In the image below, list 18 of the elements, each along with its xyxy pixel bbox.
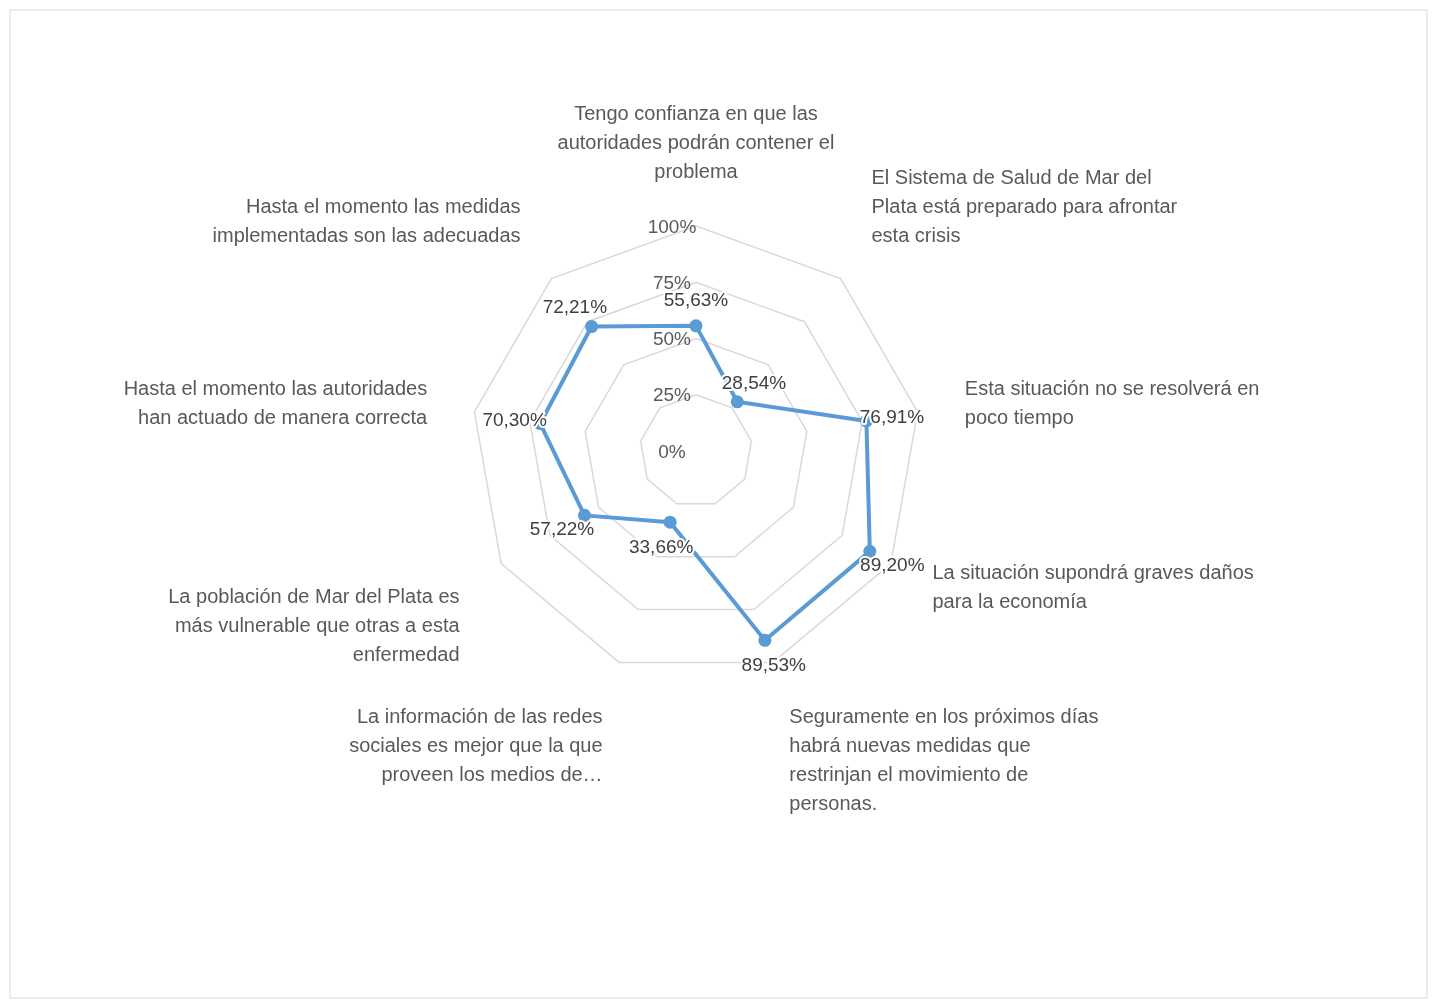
spoke-label: El Sistema de Salud de Mar del Plata está preparado para afrontar esta crisis	[871, 165, 1178, 246]
data-label: 57,22%	[529, 518, 595, 540]
y-tick-label: 0%	[658, 440, 686, 462]
data-label: 76,91%	[859, 406, 925, 428]
y-tick-label: 50%	[652, 328, 692, 350]
spoke-label: Esta situación no se resolverá en poco tiempo	[964, 377, 1260, 429]
spoke-label: La situación supondrá graves daños para la economía	[932, 561, 1254, 612]
spoke-label: Hasta el momento las medidas implementadas son las adecuadas	[212, 194, 521, 246]
data-label: 72,21%	[542, 296, 608, 318]
spoke-label: Seguramente en los próximos días habrá nuevas medidas que restrinjan el movimiento de personas.	[789, 704, 1099, 814]
y-tick-label: 25%	[652, 384, 692, 406]
spoke-label: La población de Mar del Plata es más vulnerable que otras a esta enfermedad	[168, 584, 461, 665]
spoke-label: Tengo confianza en que las autoridades podrán contener el problema	[557, 102, 835, 182]
spoke-label: Hasta el momento las autoridades han actuado de manera correcta	[123, 377, 429, 429]
data-label: 89,20%	[860, 554, 925, 575]
y-tick-label: 100%	[647, 215, 697, 237]
spoke-label: La información de las redes sociales es mejor que la que proveen los medios de…	[349, 704, 603, 785]
data-label: 89,53%	[741, 654, 807, 676]
